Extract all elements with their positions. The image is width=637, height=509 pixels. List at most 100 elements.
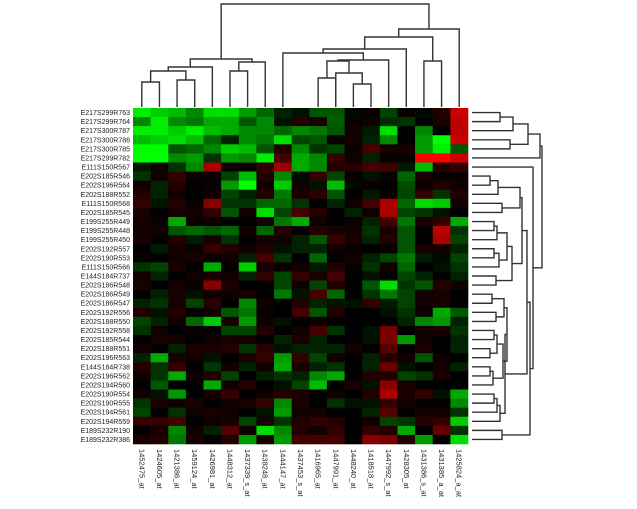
heatmap-cell xyxy=(238,416,257,427)
heatmap-cell xyxy=(168,325,187,336)
heatmap-cell xyxy=(256,289,275,299)
heatmap-cell xyxy=(362,407,381,418)
heatmap-cell xyxy=(309,344,328,354)
row-label: E202S192R558 xyxy=(81,328,131,335)
heatmap-cell xyxy=(274,316,292,327)
heatmap-cell xyxy=(221,335,240,345)
heatmap-cell xyxy=(432,153,451,163)
heatmap-cell xyxy=(150,262,169,272)
heatmap-cell xyxy=(362,189,381,200)
row-labels: E217S299R763 E217S299R764 E217S300R787 E217… xyxy=(81,110,131,444)
heatmap-cell xyxy=(397,235,416,245)
heatmap-cell xyxy=(379,180,398,191)
heatmap-cell xyxy=(309,416,328,427)
heatmap-cell xyxy=(379,253,398,263)
heatmap-cell xyxy=(221,271,240,281)
heatmap-cell xyxy=(326,244,345,254)
heatmap-cell xyxy=(344,244,363,254)
heatmap-cell xyxy=(238,226,257,236)
heatmap-cell xyxy=(150,289,169,299)
heatmap-cell xyxy=(168,171,187,181)
heatmap-cell xyxy=(256,325,275,336)
heatmap-cell xyxy=(326,180,345,191)
heatmap-cell xyxy=(362,344,381,354)
dendrogram-branch xyxy=(238,61,266,107)
heatmap-cell xyxy=(415,380,434,390)
column-label: 1447991_at xyxy=(331,449,340,490)
column-label: 1416965_at xyxy=(314,449,323,490)
heatmap-cell xyxy=(379,244,398,254)
heatmap-cell xyxy=(344,425,363,436)
dendrogram-branch xyxy=(229,70,249,107)
heatmap-cell xyxy=(326,271,345,281)
column-label: 1437453_s_at xyxy=(296,449,305,497)
heatmap-cell xyxy=(203,398,222,408)
heatmap-cell xyxy=(344,117,363,127)
heatmap-cell xyxy=(168,298,187,309)
heatmap-cell xyxy=(150,389,169,399)
heatmap-cell xyxy=(450,117,469,127)
heatmap-cell xyxy=(168,371,187,381)
heatmap-cell xyxy=(221,207,240,218)
column-label: 1447992_s_at xyxy=(384,449,393,497)
heatmap-cell xyxy=(168,362,187,372)
heatmap-cell xyxy=(397,262,416,272)
heatmap-cell xyxy=(397,144,416,154)
heatmap-cell xyxy=(397,325,416,336)
heatmap-cell xyxy=(291,271,310,281)
heatmap-cell xyxy=(415,407,434,418)
heatmap-cell xyxy=(256,126,275,136)
column-label: 1431385_a_at xyxy=(437,449,446,498)
row-label: E202S190R553 xyxy=(81,255,131,262)
heatmap-cell xyxy=(238,371,257,381)
heatmap-cell xyxy=(344,235,363,245)
heatmap-cell xyxy=(309,207,328,218)
heatmap-cell xyxy=(185,289,204,299)
heatmap-cell xyxy=(415,226,434,236)
heatmap-cell xyxy=(256,216,275,227)
heatmap-cell xyxy=(238,162,257,172)
heatmap-cell xyxy=(326,171,345,181)
heatmap-cell xyxy=(256,226,275,236)
heatmap-cell xyxy=(238,389,257,399)
heatmap-cell xyxy=(326,108,345,118)
heatmap-cell xyxy=(168,335,187,345)
heatmap-cell xyxy=(238,144,257,154)
heatmap-cell xyxy=(291,262,310,272)
heatmap-cell xyxy=(344,108,363,118)
heatmap-cell xyxy=(397,207,416,218)
heatmap-cell xyxy=(309,262,328,272)
heatmap-cell xyxy=(415,126,434,136)
dendrogram-branch xyxy=(533,145,543,269)
dendrogram-branch xyxy=(505,229,528,375)
heatmap-cell xyxy=(309,371,328,381)
heatmap-cell xyxy=(256,316,275,327)
heatmap-cell xyxy=(432,253,451,263)
heatmap-cell xyxy=(185,371,204,381)
heatmap-cell xyxy=(309,117,328,127)
heatmap-cell xyxy=(221,425,240,436)
heatmap-cell xyxy=(415,153,434,163)
heatmap-cell xyxy=(432,126,451,136)
heatmap-cell xyxy=(185,235,204,245)
heatmap-cell xyxy=(291,289,310,299)
heatmap-cell xyxy=(362,153,381,163)
heatmap-cell xyxy=(415,353,434,363)
heatmap-cell xyxy=(326,298,345,309)
heatmap-cell xyxy=(397,108,416,118)
heatmap-cell xyxy=(238,207,257,218)
heatmap-cell xyxy=(221,371,240,381)
heatmap-cell xyxy=(221,162,240,172)
dendrogram-branch xyxy=(317,77,337,107)
heatmap-cell xyxy=(362,353,381,363)
heatmap-cell xyxy=(397,380,416,390)
heatmap-cell xyxy=(309,407,328,418)
heatmap-cell xyxy=(274,180,292,191)
heatmap-cell xyxy=(415,389,434,399)
heatmap-cell xyxy=(185,244,204,254)
dendrogram-branch xyxy=(472,397,498,413)
heatmap-cell xyxy=(150,235,169,245)
heatmap-cell xyxy=(221,171,240,181)
heatmap-cell xyxy=(309,289,328,299)
heatmap-cell xyxy=(256,153,275,163)
